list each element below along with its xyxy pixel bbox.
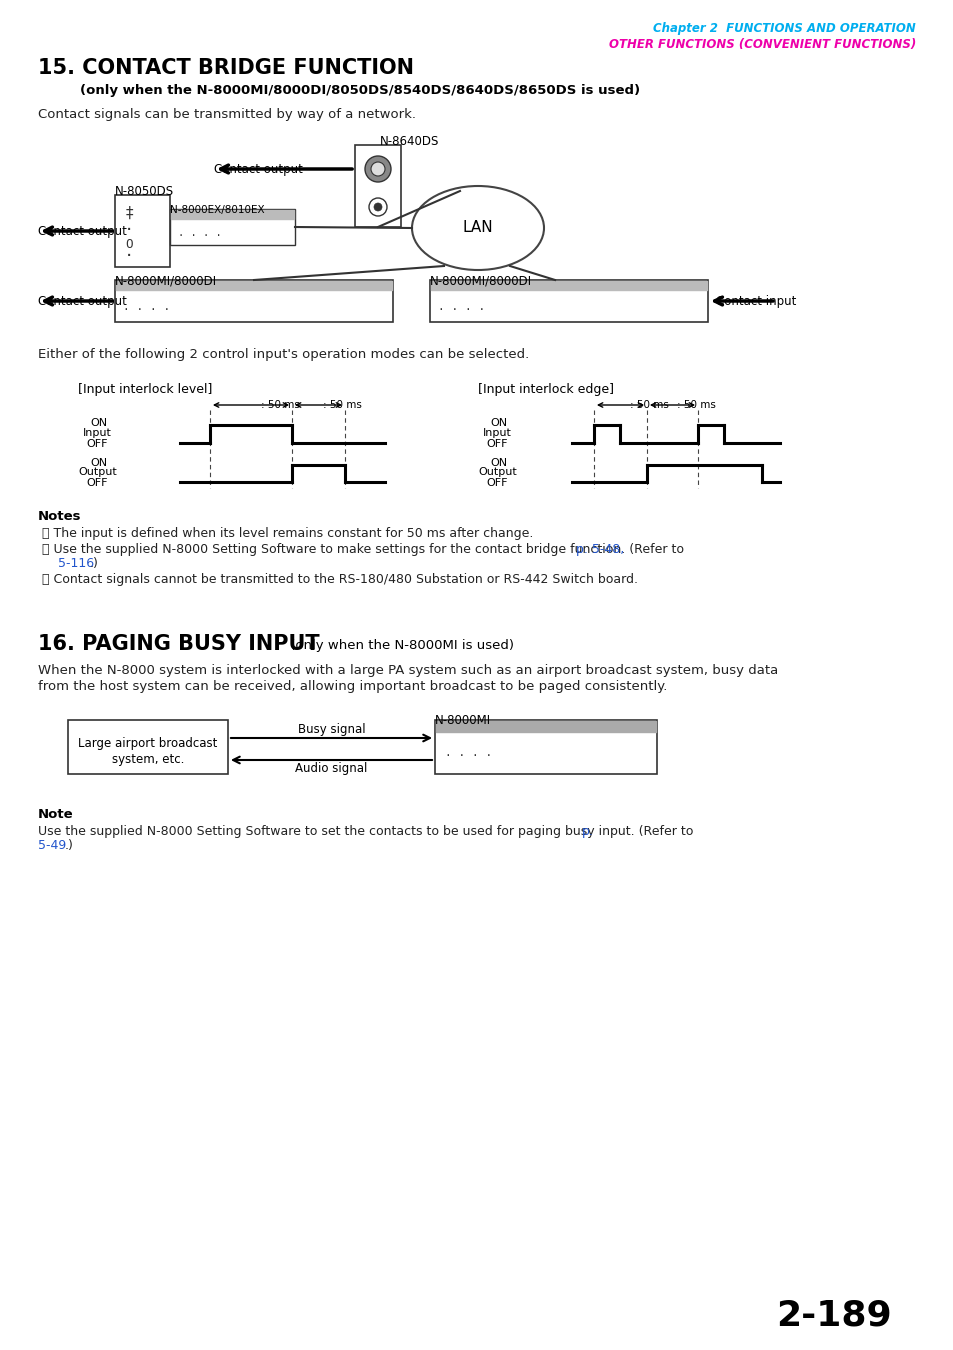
Text: Contact output: Contact output [38, 224, 127, 238]
Text: Contact output: Contact output [213, 162, 302, 176]
Bar [68, 720, 228, 774]
Text: N-8000MI/8000DI: N-8000MI/8000DI [430, 274, 532, 288]
Bar [170, 209, 294, 244]
Text: (only when the N-8000MI/8000DI/8050DS/8540DS/8640DS/8650DS is used): (only when the N-8000MI/8000DI/8050DS/85… [80, 84, 639, 97]
Bar [430, 279, 707, 323]
Text: OFF: OFF [86, 439, 108, 450]
Text: : 50 ms: : 50 ms [261, 400, 299, 410]
Text: Output: Output [78, 467, 116, 477]
Circle shape [371, 162, 385, 176]
Text: system, etc.: system, etc. [112, 752, 184, 765]
Text: OFF: OFF [485, 478, 507, 487]
Text: Chapter 2  FUNCTIONS AND OPERATION: Chapter 2 FUNCTIONS AND OPERATION [653, 22, 915, 35]
Text: LAN: LAN [462, 220, 493, 235]
Text: Busy signal: Busy signal [297, 724, 365, 736]
Bar [115, 194, 170, 267]
Text: Either of the following 2 control input's operation modes can be selected.: Either of the following 2 control input'… [38, 348, 529, 360]
Text: N-8050DS: N-8050DS [115, 185, 174, 198]
Text: OTHER FUNCTIONS (CONVENIENT FUNCTIONS): OTHER FUNCTIONS (CONVENIENT FUNCTIONS) [608, 38, 915, 51]
Text: 2-189: 2-189 [776, 1297, 891, 1332]
Text: : 50 ms: : 50 ms [323, 400, 362, 410]
Text: Input: Input [83, 428, 112, 437]
Circle shape [369, 198, 387, 216]
Text: .): .) [90, 558, 99, 570]
Bar [355, 144, 400, 227]
Text: Contact signals can be transmitted by way of a network.: Contact signals can be transmitted by wa… [38, 108, 416, 122]
Text: Notes: Notes [38, 510, 81, 522]
Text: OFF: OFF [485, 439, 507, 450]
Text: . . . .: . . . . [123, 302, 170, 312]
Text: N-8640DS: N-8640DS [379, 135, 439, 148]
Text: .): .) [65, 838, 73, 852]
Text: N-8000MI: N-8000MI [435, 714, 491, 728]
Text: ・ Use the supplied N-8000 Setting Software to make settings for the contact brid: ・ Use the supplied N-8000 Setting Softwa… [42, 543, 687, 556]
Bar [435, 720, 657, 774]
Circle shape [365, 157, 391, 182]
Text: Input: Input [482, 428, 512, 437]
Text: from the host system can be received, allowing important broadcast to be paged c: from the host system can be received, al… [38, 680, 667, 693]
Text: : 50 ms: : 50 ms [630, 400, 669, 410]
Text: . . . .: . . . . [444, 748, 492, 757]
Text: ‡: ‡ [125, 205, 132, 220]
Text: ON: ON [490, 458, 507, 468]
Text: When the N-8000 system is interlocked with a large PA system such as an airport : When the N-8000 system is interlocked wi… [38, 664, 778, 676]
Text: Contact output: Contact output [38, 294, 127, 308]
Text: Large airport broadcast: Large airport broadcast [78, 737, 217, 749]
Text: [Input interlock level]: [Input interlock level] [78, 383, 213, 396]
Text: OFF: OFF [86, 478, 108, 487]
Text: N-8000MI/8000DI: N-8000MI/8000DI [115, 274, 217, 288]
Text: 16. PAGING BUSY INPUT: 16. PAGING BUSY INPUT [38, 634, 319, 653]
Text: ・ The input is defined when its level remains constant for 50 ms after change.: ・ The input is defined when its level re… [42, 526, 533, 540]
Text: Contact input: Contact input [716, 294, 796, 308]
Text: ON: ON [90, 458, 107, 468]
Text: 5-116: 5-116 [58, 558, 94, 570]
Text: Audio signal: Audio signal [295, 761, 367, 775]
Text: (only when the N-8000MI is used): (only when the N-8000MI is used) [286, 639, 514, 652]
Text: ・ Contact signals cannot be transmitted to the RS-180/480 Substation or RS-442 S: ・ Contact signals cannot be transmitted … [42, 572, 638, 586]
Text: Note: Note [38, 809, 73, 821]
Text: Output: Output [477, 467, 517, 477]
Text: : 50 ms: : 50 ms [677, 400, 716, 410]
Text: p.: p. [581, 825, 593, 838]
Circle shape [374, 202, 381, 211]
Text: O: O [125, 239, 132, 251]
Text: N-8000EX/8010EX: N-8000EX/8010EX [170, 205, 264, 215]
Text: [Input interlock edge]: [Input interlock edge] [477, 383, 614, 396]
Text: . . . .: . . . . [437, 302, 485, 312]
Text: . . . .: . . . . [178, 228, 221, 238]
Text: ON: ON [490, 418, 507, 428]
Text: ON: ON [90, 418, 107, 428]
Text: 15. CONTACT BRIDGE FUNCTION: 15. CONTACT BRIDGE FUNCTION [38, 58, 414, 78]
Bar [115, 279, 393, 323]
Text: 5-49: 5-49 [38, 838, 66, 852]
Text: p. 5-48,: p. 5-48, [575, 543, 623, 556]
Text: ·: · [126, 221, 132, 240]
Text: ·: · [126, 247, 132, 266]
Text: Use the supplied N-8000 Setting Software to set the contacts to be used for pagi: Use the supplied N-8000 Setting Software… [38, 825, 697, 838]
